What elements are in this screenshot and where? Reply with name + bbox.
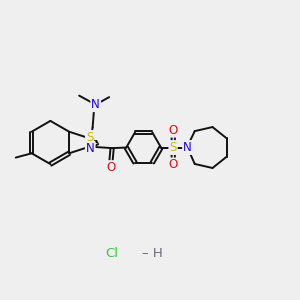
Text: N: N bbox=[86, 142, 94, 155]
Text: – H: – H bbox=[142, 247, 163, 260]
Text: O: O bbox=[106, 161, 115, 174]
Text: N: N bbox=[91, 98, 100, 111]
Text: S: S bbox=[169, 141, 177, 154]
Text: O: O bbox=[169, 124, 178, 136]
Text: N: N bbox=[183, 141, 192, 154]
Text: S: S bbox=[86, 131, 93, 144]
Text: Cl: Cl bbox=[106, 247, 118, 260]
Text: O: O bbox=[169, 158, 178, 171]
